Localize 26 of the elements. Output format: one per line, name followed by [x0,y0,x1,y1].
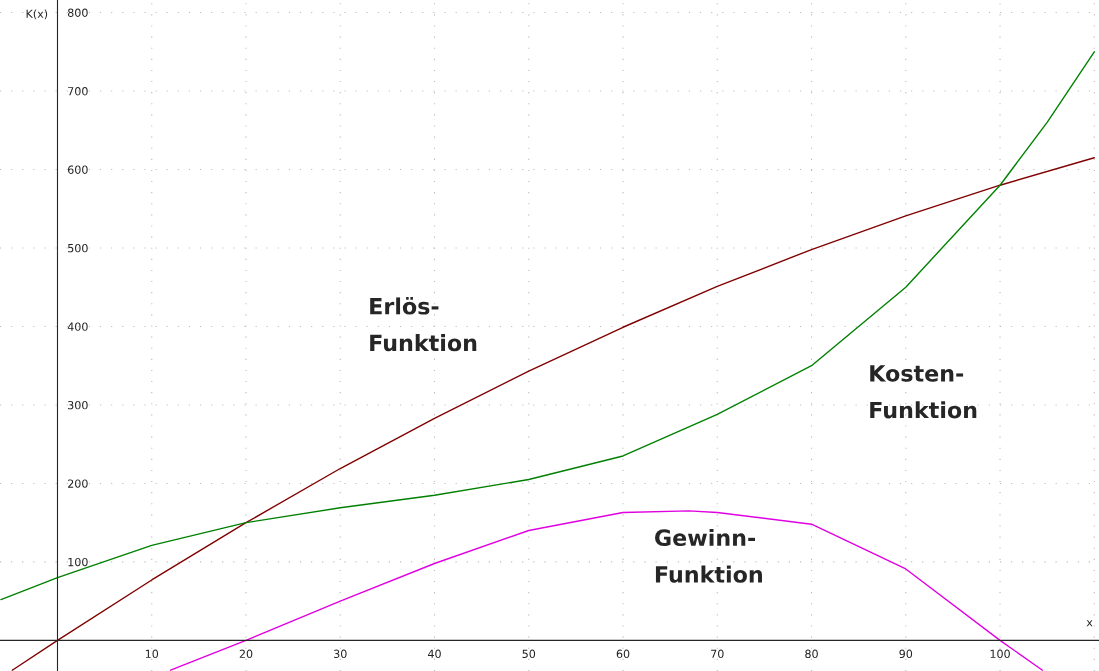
x-tick-label: 60 [616,649,630,659]
y-tick-label: 500 [68,243,88,253]
y-tick-label: 400 [67,322,88,331]
line-series [169,510,1044,671]
y-tick-label: 200 [68,479,88,488]
y-tick-label: 600 [67,165,88,174]
y-tick-label: 700 [68,87,88,96]
x-tick-label: 20 [239,649,253,659]
y-tick-label: 800 [67,8,88,17]
x-tick-label: 90 [899,649,913,659]
series-label: Kosten- Funktion [870,365,977,419]
x-axis-title: x [1086,620,1093,627]
series-label: Gewinn- Funktion [655,528,762,583]
x-tick-label: 40 [427,649,441,659]
y-axis-title: K(x) [26,9,48,20]
y-tick-label: 100 [68,557,88,567]
x-tick-label: 70 [711,649,724,659]
series-label: Erlös- Funktion [370,297,477,352]
x-tick-label: 100 [990,649,1010,659]
line-series [11,157,1095,671]
x-tick-label: 50 [522,649,536,659]
x-tick-label: 10 [145,649,159,659]
y-tick-label: 300 [68,400,88,410]
x-tick-label: 80 [805,649,818,659]
line-series [0,51,1095,601]
x-tick-label: 30 [334,649,347,659]
